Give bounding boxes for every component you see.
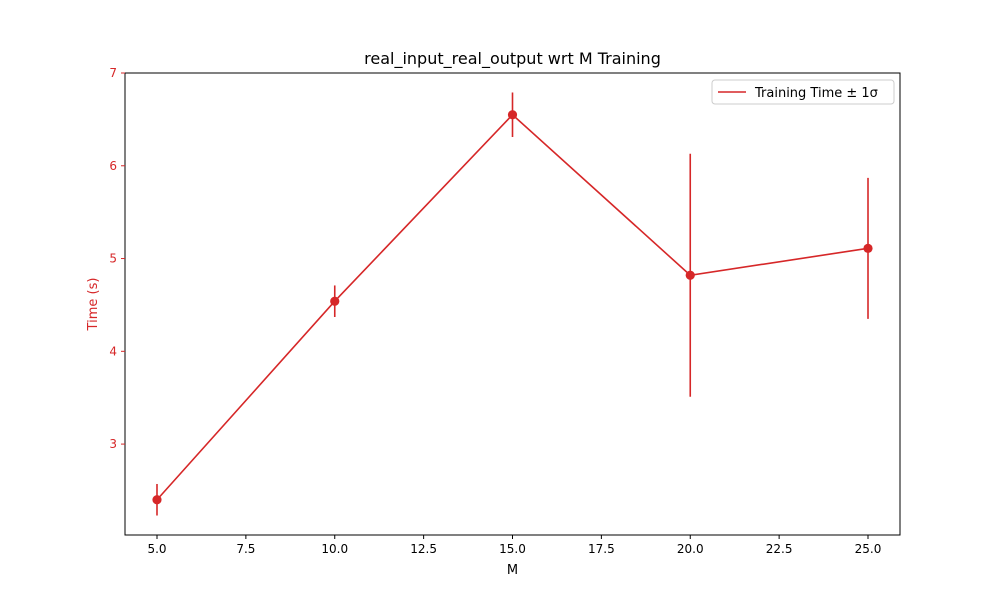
y-tick-label: 6 — [109, 159, 117, 173]
data-point — [863, 243, 873, 253]
y-tick-label: 3 — [109, 437, 117, 451]
y-tick-label: 5 — [109, 252, 117, 266]
x-axis: 5.0 7.5 10.0 12.5 15.0 17.5 20.0 22.5 25.0 — [147, 535, 881, 556]
x-tick-label: 20.0 — [677, 542, 704, 556]
x-tick-label: 7.5 — [236, 542, 255, 556]
plot-area — [124, 72, 901, 536]
data-point — [507, 110, 518, 120]
data-point — [152, 495, 162, 505]
x-tick-label: 10.0 — [321, 542, 348, 556]
series-line — [156, 113, 869, 501]
series-layer — [152, 92, 873, 516]
data-point — [330, 296, 340, 306]
x-tick-label: 17.5 — [588, 542, 615, 556]
legend: Training Time ± 1σ — [711, 79, 895, 105]
x-tick-label: 22.5 — [766, 542, 793, 556]
y-axis: 3 4 5 6 7 — [109, 66, 125, 451]
legend-label: Training Time ± 1σ — [754, 86, 878, 101]
y-tick-label: 7 — [109, 66, 117, 80]
y-axis-label: Time (s) — [86, 278, 101, 332]
data-point — [685, 270, 695, 280]
x-tick-label: 15.0 — [499, 542, 526, 556]
chart-title: real_input_real_output wrt M Training — [364, 49, 661, 69]
x-tick-label: 12.5 — [410, 542, 437, 556]
x-tick-label: 25.0 — [855, 542, 882, 556]
x-axis-label: M — [507, 563, 518, 578]
legend-box — [711, 79, 895, 105]
x-tick-label: 5.0 — [147, 542, 166, 556]
y-tick-label: 4 — [109, 344, 117, 358]
